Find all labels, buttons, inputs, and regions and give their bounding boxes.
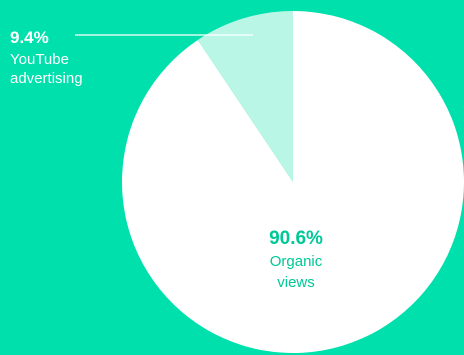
label-organic-views-percent: 90.6% <box>269 228 323 249</box>
label-youtube-advertising-line-1: YouTube <box>10 51 69 68</box>
label-youtube-advertising-line-2: advertising <box>10 70 83 87</box>
label-organic-views-line-2: views <box>277 274 315 291</box>
label-youtube-advertising-percent: 9.4% <box>10 28 49 47</box>
label-organic-views-line-1: Organic <box>270 253 323 270</box>
slice-organic-views <box>121 11 464 353</box>
slice-youtube-advertising <box>197 11 293 182</box>
